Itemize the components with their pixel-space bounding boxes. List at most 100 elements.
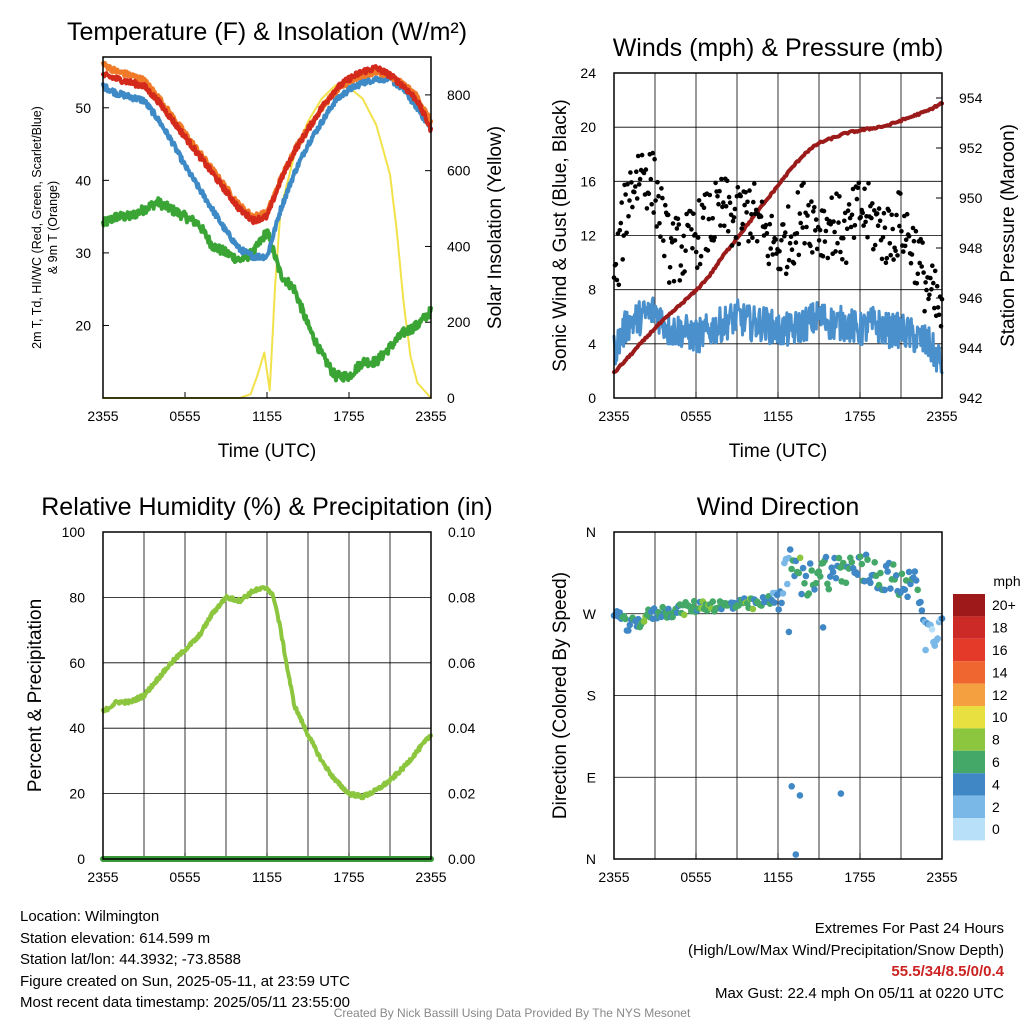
y2-tick-label: 948 (959, 240, 983, 256)
gust-point (671, 278, 677, 284)
gust-point (829, 195, 834, 200)
gust-point (778, 266, 783, 272)
gust-point (936, 312, 942, 318)
direction-point (709, 598, 717, 605)
gust-point (834, 191, 839, 196)
gust-point (743, 190, 748, 195)
gust-point (806, 202, 811, 208)
gust-point (875, 223, 881, 228)
direction-point (802, 572, 810, 580)
gust-point (705, 248, 711, 253)
gust-point (655, 179, 660, 185)
gust-point (809, 199, 814, 204)
direction-point (842, 579, 850, 587)
latlon-text: Station lat/lon: 44.3932; -73.8588 (20, 951, 242, 968)
gust-point (668, 236, 674, 241)
gust-point (865, 234, 870, 240)
x-tick-label: 2355 (598, 408, 629, 424)
gust-point (888, 252, 893, 258)
gust-point (897, 223, 902, 229)
x-tick-label: 1755 (844, 869, 875, 885)
y2-tick-label: 200 (447, 314, 471, 330)
gust-point (797, 211, 803, 216)
gust-point (804, 224, 809, 230)
gust-point (923, 280, 928, 285)
gust-point (621, 233, 626, 238)
y2-tick-label: 800 (447, 87, 471, 103)
gust-point (626, 214, 631, 219)
colorbar-swatch (953, 750, 985, 774)
y-tick-label: N (586, 524, 596, 540)
direction-point (934, 635, 941, 642)
y-tick-label: 20 (580, 119, 596, 135)
gust-point (777, 249, 782, 254)
gust-point (666, 280, 672, 285)
gust-point (813, 228, 818, 233)
gust-point (633, 184, 638, 189)
gust-point (736, 241, 742, 247)
gust-point (735, 185, 741, 190)
direction-point (858, 560, 866, 568)
y-tick-label: E (587, 769, 596, 785)
series-line-td (101, 196, 433, 383)
x-tick-label: 2355 (415, 869, 446, 885)
x-tick-label: 2355 (598, 869, 629, 885)
gust-point (789, 247, 795, 252)
gust-point (661, 238, 666, 243)
gust-point (653, 198, 658, 203)
direction-point (669, 613, 676, 621)
gust-point (917, 260, 922, 266)
x-axis-label: Time (UTC) (218, 441, 317, 462)
y2-tick-label: 954 (959, 90, 983, 106)
direction-point (835, 554, 843, 562)
gust-point (837, 194, 842, 199)
gust-point (906, 234, 912, 239)
direction-point (690, 597, 698, 605)
gust-point (879, 256, 885, 262)
gust-point (746, 239, 751, 244)
gust-point (730, 218, 736, 224)
gust-point (794, 231, 800, 236)
gust-point (852, 223, 858, 228)
direction-point (788, 783, 795, 790)
gust-point (841, 235, 846, 241)
gust-point (881, 210, 887, 216)
x-tick-label: 2355 (87, 869, 118, 885)
y2-tick-label: 400 (447, 238, 471, 254)
colorbar-swatch (953, 706, 985, 729)
gust-point (811, 209, 816, 214)
gust-point (932, 305, 937, 311)
gust-point (838, 249, 843, 255)
x-tick-label: 1755 (844, 408, 875, 424)
y2-axis-label: Solar Insolation (Yellow) (485, 126, 506, 329)
gust-point (849, 212, 855, 218)
direction-point (892, 572, 900, 579)
gust-point (763, 222, 769, 228)
gust-point (620, 257, 625, 262)
y-tick-label: 24 (580, 65, 596, 81)
direction-point (788, 565, 795, 573)
gust-point (675, 216, 681, 222)
gust-point (918, 236, 923, 242)
direction-point (904, 593, 911, 601)
direction-point (812, 579, 820, 587)
plot-frame (613, 531, 943, 860)
gust-point (745, 199, 750, 205)
gust-point (895, 253, 900, 258)
colorbar-swatch (953, 773, 985, 796)
gust-point (861, 223, 866, 228)
y2-tick-label: 944 (959, 340, 983, 356)
gust-point (739, 226, 744, 231)
gust-point (903, 237, 909, 242)
gust-point (891, 257, 896, 262)
gust-point (758, 214, 764, 219)
direction-point (659, 603, 666, 611)
direction-point (616, 609, 623, 616)
direction-point (796, 792, 804, 799)
gust-point (928, 275, 933, 281)
gust-point (893, 248, 898, 253)
colorbar-level-label: 0 (992, 821, 1000, 837)
gust-point (700, 215, 706, 221)
direction-point (785, 628, 793, 636)
